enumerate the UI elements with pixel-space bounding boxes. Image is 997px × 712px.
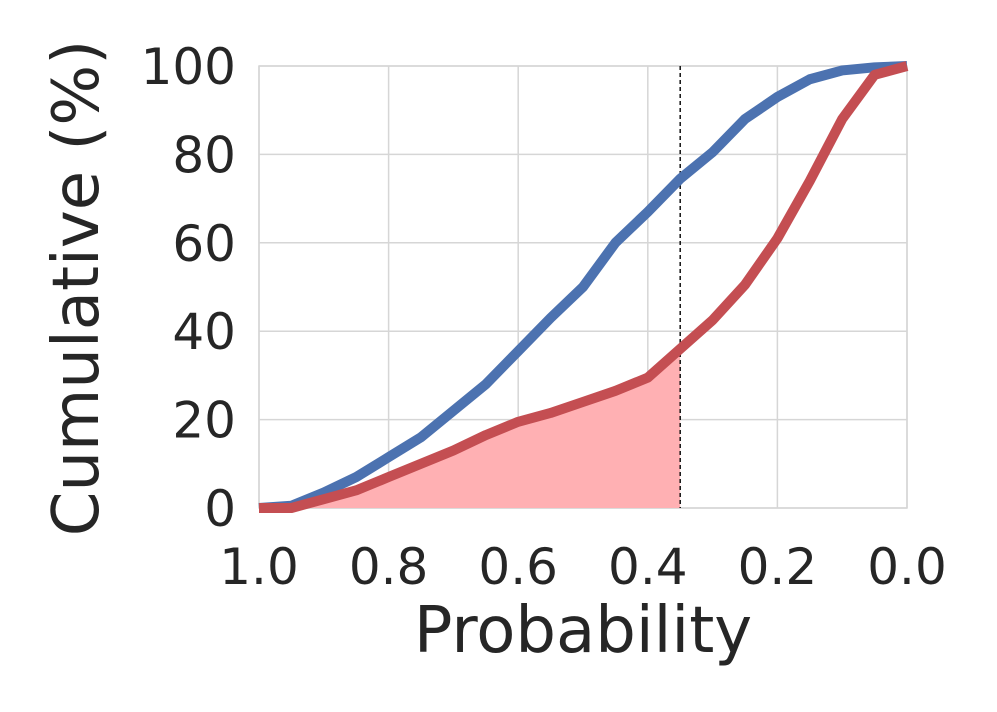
y-tick-label: 100	[141, 38, 236, 96]
x-tick-label: 1.0	[219, 538, 299, 596]
shaded-area	[259, 348, 681, 508]
y-tick-label: 0	[204, 480, 236, 538]
series-line-2	[259, 61, 909, 513]
x-tick-label: 0.8	[349, 538, 429, 596]
tick-labels: 1.0 0.8 0.6 0.4 0.2 0.0 0 20 40 60 80 100	[141, 38, 947, 596]
y-tick-label: 40	[172, 303, 236, 361]
y-tick-label: 80	[172, 126, 236, 184]
y-tick-label: 60	[172, 215, 236, 273]
series-line-1	[258, 61, 908, 513]
x-tick-label: 0.4	[608, 538, 688, 596]
series-group	[258, 61, 909, 513]
x-tick-label: 0.0	[867, 538, 947, 596]
x-tick-label: 0.6	[478, 538, 558, 596]
shaded-area-group	[259, 348, 681, 508]
x-tick-label: 0.2	[738, 538, 818, 596]
y-axis-title: Cumulative (%)	[40, 40, 114, 536]
y-tick-label: 20	[172, 392, 236, 450]
x-axis-title: Probability	[414, 594, 752, 668]
